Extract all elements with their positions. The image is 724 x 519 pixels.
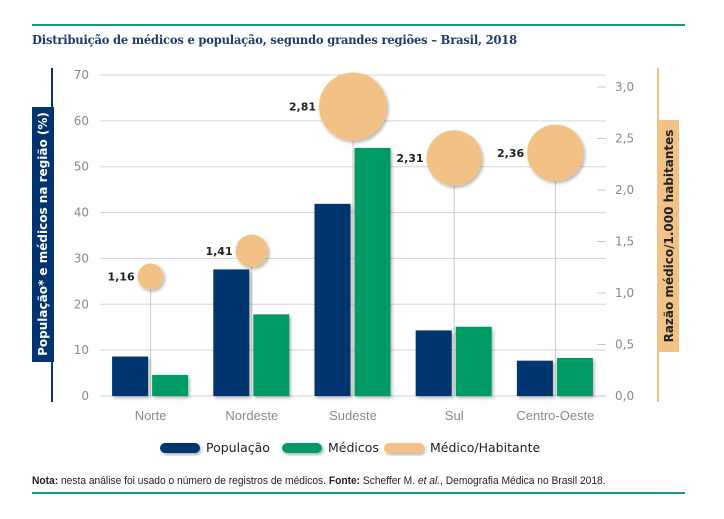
y-tick-label: 60 (74, 114, 89, 128)
y-right-tick-label: 3,0 (615, 80, 634, 94)
category-label: Sul (445, 408, 464, 423)
y-tick-label: 30 (74, 251, 89, 265)
bubble-label: 1,41 (205, 245, 232, 258)
bar-populacao (516, 360, 553, 396)
legend-label: População (206, 440, 270, 455)
left-axis-title-box (32, 107, 54, 362)
right-axis: 0,0 0,5 1,0 1,5 2,0 2,5 3,0 Razão médico/1.000 … (597, 68, 679, 403)
category-label: Sudeste (329, 408, 377, 423)
y-right-tick-label: 0,5 (615, 338, 634, 352)
bar-populacao (415, 330, 452, 396)
footnote: Nota: nesta análise foi usado o número d… (32, 475, 606, 487)
y-tick-label: 0 (81, 389, 89, 403)
bar-medicos (152, 374, 189, 396)
bubble-medico-habitante (137, 263, 164, 290)
chart: 0 10 20 30 40 50 60 70 População* e médicos na r… (32, 68, 679, 455)
bubble-label: 2,81 (289, 101, 316, 114)
y-tick-label: 10 (74, 343, 89, 357)
bar-medicos (253, 314, 290, 396)
y-right-tick-label: 1,5 (615, 235, 634, 249)
bars (112, 147, 593, 396)
y-tick-label: 20 (74, 297, 89, 311)
bubble-medico-habitante (235, 234, 268, 267)
bubble-medico-habitante (527, 124, 584, 182)
y-right-tick-label: 2,5 (615, 132, 634, 146)
y-right-tick-label: 0,0 (615, 389, 634, 403)
category-label: Nordeste (225, 408, 278, 423)
bar-populacao (112, 356, 149, 396)
bubbles: 1,16 1,41 2,81 2,31 2,36 (107, 72, 584, 290)
source-etal: et al. (417, 475, 441, 487)
bubble-label: 2,31 (396, 152, 423, 165)
category-label: Centro-Oeste (516, 408, 594, 423)
bubble-label: 1,16 (107, 271, 134, 284)
legend-swatch (160, 443, 200, 453)
bar-medicos (556, 357, 593, 396)
bar-populacao (213, 269, 250, 396)
legend-label: Médico/Habitante (430, 440, 540, 455)
legend-label: Médicos (328, 440, 379, 455)
bubble-label: 2,36 (497, 147, 524, 160)
left-axis-title: População* e médicos na região (%) (36, 112, 50, 356)
y-tick-label: 70 (74, 68, 89, 82)
top-rule (32, 24, 685, 26)
bar-medicos (354, 147, 391, 396)
y-right-tick-label: 2,0 (615, 183, 634, 197)
legend-swatch (282, 443, 322, 453)
y-right-tick-label: 1,0 (615, 286, 634, 300)
chart-title: Distribuição de médicos e população, seg… (32, 32, 517, 47)
legend-swatch (384, 443, 424, 453)
source-label: Fonte: (328, 475, 361, 487)
category-labels: Norte Nordeste Sudeste Sul Centro-Oeste (135, 408, 595, 423)
source-text-1: Scheffer M. (360, 475, 418, 487)
right-axis-title: Razão médico/1.000 habitantes (662, 130, 676, 343)
bottom-rule (32, 492, 685, 494)
left-axis: 0 10 20 30 40 50 60 70 População* e médicos na r… (32, 68, 89, 403)
source-text-2: , Demografia Médica no Brasil 2018. (440, 475, 606, 487)
y-tick-label: 40 (74, 206, 89, 220)
y-tick-label: 50 (74, 160, 89, 174)
bar-populacao (314, 203, 351, 396)
bubble-medico-habitante (426, 130, 482, 186)
bar-medicos (455, 326, 492, 396)
note-text: nesta análise foi usado o número de regi… (58, 475, 329, 487)
right-axis-title-box (657, 120, 679, 352)
legend: População Médicos Médico/Habitante (160, 440, 540, 455)
bubble-stems (150, 106, 556, 396)
category-label: Norte (135, 408, 167, 423)
bubble-medico-habitante (319, 72, 387, 141)
note-label: Nota: (32, 475, 59, 487)
